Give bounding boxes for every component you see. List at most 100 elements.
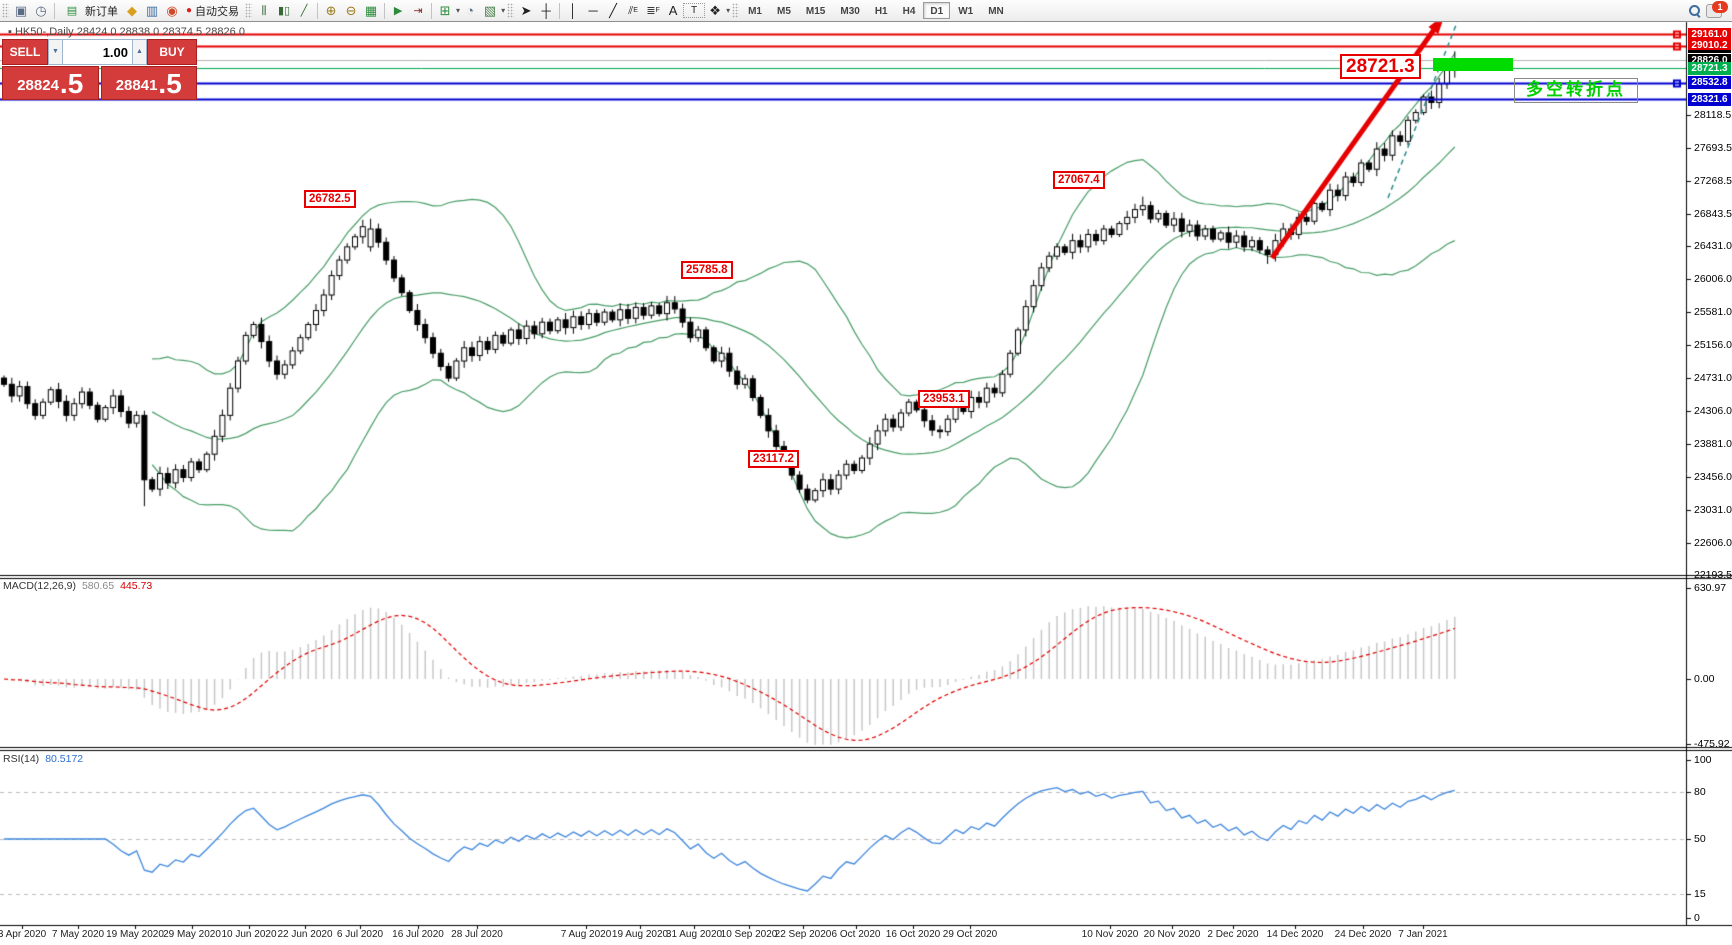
price-tick-label: 23031.0	[1694, 503, 1732, 516]
tf-button-MN[interactable]: MN	[981, 2, 1011, 19]
rsi-level-label: 80	[1694, 785, 1706, 798]
templates-caret-icon[interactable]: ▾	[501, 6, 506, 15]
date-label: 6 Oct 2020	[831, 929, 881, 940]
date-label: 10 Jun 2020	[221, 929, 277, 940]
price-tick-label: 25581.0	[1694, 306, 1732, 318]
crosshair-icon[interactable]: ┼	[541, 2, 551, 18]
price-tick-label: 22193.5	[1694, 569, 1732, 581]
metaeditor-icon[interactable]: ◆	[127, 2, 137, 18]
buy-button[interactable]: BUY	[147, 39, 197, 65]
zoom-out-icon[interactable]: ⊖	[345, 2, 357, 18]
autotrading-button[interactable]: ● 自动交易	[182, 2, 243, 20]
date-label: 20 Nov 2020	[1143, 929, 1201, 940]
new-order-icon: ▤	[66, 4, 78, 17]
chart-shift-icon[interactable]: ⇥	[413, 4, 423, 17]
green-highlight-rectangle[interactable]	[1433, 58, 1513, 71]
signals-icon[interactable]: ◉	[166, 2, 178, 18]
price-callout[interactable]: 23953.1	[918, 390, 970, 408]
price-tick-label: 22606.0	[1694, 536, 1732, 549]
price-tick-label: 24731.0	[1694, 372, 1732, 384]
price-callout[interactable]: 23117.2	[748, 450, 799, 468]
price-tick-label: 26843.5	[1694, 207, 1732, 220]
profiles-clock-icon[interactable]: ◷	[35, 2, 47, 18]
text-tool-icon[interactable]: A	[668, 2, 678, 18]
autotrading-icon: ●	[186, 5, 193, 16]
tf-button-M30[interactable]: M30	[833, 2, 866, 19]
sell-price-box[interactable]: 28824 .5	[2, 66, 99, 100]
symbol-ohlc: 28424.0 28838.0 28374.5 28826.0	[76, 26, 245, 38]
shapes-caret-icon[interactable]: ▾	[726, 6, 731, 15]
date-label: 2 Dec 2020	[1207, 929, 1259, 940]
indicators-caret-icon[interactable]: ▾	[456, 6, 461, 15]
tf-button-H4[interactable]: H4	[896, 2, 923, 19]
volume-decrease-button[interactable]: ▼	[48, 39, 63, 65]
date-label: 22 Sep 2020	[774, 929, 832, 940]
date-label: 16 Oct 2020	[885, 929, 941, 940]
candlestick-chart-icon[interactable]: ▮▯	[277, 4, 291, 17]
price-tick-label: 23456.0	[1694, 470, 1732, 483]
search-icon[interactable]	[1689, 5, 1701, 18]
volume-input[interactable]	[63, 39, 132, 65]
templates-icon[interactable]: ▧	[483, 2, 497, 18]
bar-chart-icon[interactable]: ⫼	[261, 4, 267, 17]
price-tag: 28321.6	[1688, 92, 1731, 106]
horizontal-line-icon[interactable]: ─	[588, 2, 598, 18]
new-order-button[interactable]: ▤ 新订单	[58, 2, 122, 20]
date-label: 19 Aug 2020	[611, 929, 669, 940]
volume-increase-button[interactable]: ▲	[132, 39, 147, 65]
cursor-icon[interactable]: ➤	[520, 2, 532, 18]
sell-button[interactable]: SELL	[2, 39, 48, 65]
tf-button-W1[interactable]: W1	[951, 2, 980, 19]
tf-button-M1[interactable]: M1	[741, 2, 769, 19]
chat-bubble-icon[interactable]: 1	[1706, 0, 1728, 18]
macd-tick-label: -475.92	[1694, 738, 1730, 750]
fibonacci-icon[interactable]: ≣ F	[646, 4, 660, 17]
price-tick-label: 27693.5	[1694, 141, 1732, 154]
date-label: 29 May 2020	[163, 929, 221, 940]
line-chart-icon[interactable]: ╱	[300, 4, 308, 17]
notification-badge: 1	[1712, 0, 1728, 13]
price-callout[interactable]: 26782.5	[304, 190, 356, 208]
price-callout-28721[interactable]: 28721.3	[1340, 54, 1421, 79]
periods-icon[interactable]: ◔	[466, 2, 474, 18]
auto-scroll-icon[interactable]: ▶	[393, 4, 403, 17]
new-window-icon[interactable]: ▣	[14, 2, 28, 18]
sell-price-pips: .5	[59, 68, 84, 99]
shapes-icon[interactable]: ❖	[709, 2, 721, 18]
tf-button-M15[interactable]: M15	[799, 2, 832, 19]
price-callout[interactable]: 25785.8	[681, 261, 733, 279]
macd-main-value: 580.65	[81, 580, 115, 592]
tf-button-H1[interactable]: H1	[868, 2, 895, 19]
trendline-icon[interactable]: ╱	[609, 2, 617, 18]
toolbar-grip[interactable]	[2, 3, 9, 18]
indicators-icon[interactable]: ⊞	[439, 2, 451, 18]
tf-button-M5[interactable]: M5	[770, 2, 798, 19]
price-callout[interactable]: 27067.4	[1053, 171, 1105, 189]
date-label: 14 Dec 2020	[1266, 929, 1324, 940]
timeframe-group: M1 M5 M15 M30 H1 H4 D1 W1 MN	[741, 2, 1011, 19]
zoom-in-icon[interactable]: ⊕	[325, 2, 337, 18]
price-tick-label: 24306.0	[1694, 405, 1732, 417]
date-label: 7 Jan 2021	[1398, 929, 1448, 940]
text-label-icon[interactable]: T	[683, 3, 706, 18]
macd-tick-label: 630.97	[1694, 582, 1727, 594]
terminal-icon[interactable]: ▥	[145, 2, 159, 18]
sell-price: 28824	[17, 77, 59, 94]
equidistant-channel-icon[interactable]: ⫽ E	[628, 4, 638, 17]
vertical-line-icon[interactable]: │	[569, 2, 578, 18]
date-label: 16 Jul 2020	[392, 929, 444, 940]
tf-button-D1[interactable]: D1	[923, 2, 951, 19]
tile-windows-icon[interactable]: ▦	[364, 2, 378, 18]
date-label: 31 Aug 2020	[665, 929, 723, 940]
toolbar-grip[interactable]	[507, 3, 515, 18]
toolbar-grip[interactable]	[245, 3, 253, 18]
new-order-label: 新订单	[85, 5, 118, 18]
macd-signal-value: 445.73	[120, 580, 153, 592]
rsi-level-label: 50	[1694, 833, 1706, 845]
price-tag: 28721.3	[1688, 61, 1731, 75]
buy-price-box[interactable]: 28841 .5	[100, 66, 197, 100]
toolbar-grip[interactable]	[732, 3, 740, 18]
annotation-turning-point[interactable]: 多空转折点	[1514, 78, 1638, 103]
price-tick-label: 23881.0	[1694, 437, 1732, 450]
